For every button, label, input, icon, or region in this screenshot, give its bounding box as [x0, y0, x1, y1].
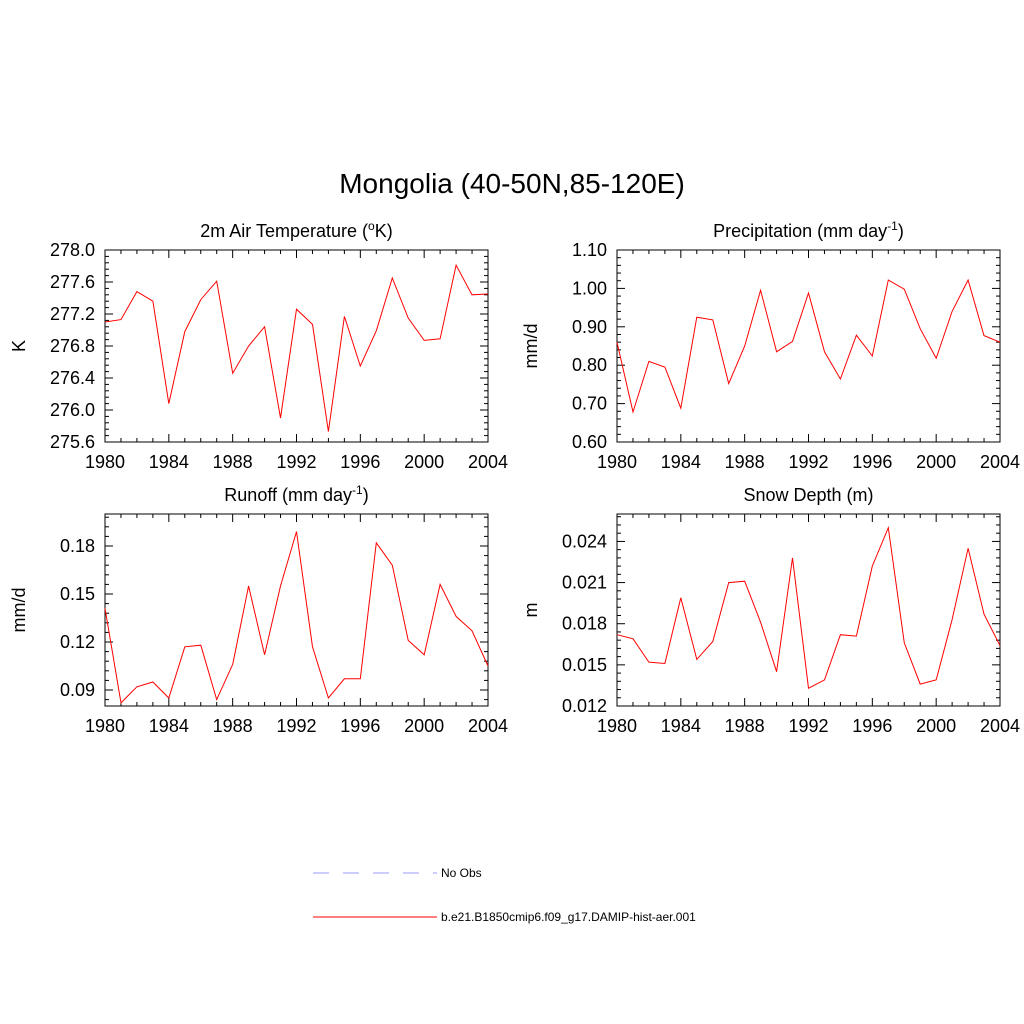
y-axis-label: mm/d — [521, 324, 541, 369]
x-tick-label: 1992 — [276, 716, 316, 736]
legend-item-model: b.e21.B1850cmip6.f09_g17.DAMIP-hist-aer.… — [313, 910, 696, 924]
x-tick-label: 1992 — [788, 452, 828, 472]
y-axis-label: m — [521, 603, 541, 618]
x-tick-label: 1996 — [340, 452, 380, 472]
panel-title: Snow Depth (m) — [743, 485, 873, 505]
x-tick-label: 1988 — [725, 452, 765, 472]
y-tick-label: 0.024 — [562, 531, 607, 551]
chart-panels: 2m Air Temperature (oK) K 1980 1984 1988 1992… — [9, 219, 1020, 736]
x-tick-label: 1992 — [276, 452, 316, 472]
y-axis-label: mm/d — [9, 588, 29, 633]
y-tick-label: 0.015 — [562, 655, 607, 675]
series-line — [104, 263, 489, 432]
x-tick-label: 1980 — [597, 716, 637, 736]
x-tick-label: 2004 — [980, 716, 1020, 736]
x-tick-label: 1996 — [852, 452, 892, 472]
plot-frame — [616, 513, 1001, 707]
legend-label-no-obs: No Obs — [441, 866, 482, 880]
y-tick-label: 0.90 — [572, 317, 607, 337]
x-tick-label: 1984 — [661, 452, 701, 472]
y-tick-label: 275.6 — [50, 432, 95, 452]
y-tick-label: 276.4 — [50, 368, 95, 388]
series-line — [616, 278, 1001, 414]
x-tick-label: 1980 — [85, 452, 125, 472]
y-tick-label: 0.012 — [562, 696, 607, 716]
x-tick-label: 1984 — [149, 716, 189, 736]
panel-runoff: Runoff (mm day-1) mm/d 1980 1984 1988 1992 199… — [9, 483, 508, 736]
x-tick-label: 1996 — [852, 716, 892, 736]
panel-title: Runoff (mm day-1) — [224, 483, 368, 505]
y-tick-label: 1.00 — [572, 278, 607, 298]
x-tick-label: 1988 — [213, 452, 253, 472]
panel-temperature: 2m Air Temperature (oK) K 1980 1984 1988 1992… — [9, 219, 508, 472]
y-tick-label: 1.10 — [572, 240, 607, 260]
x-tick-label: 2000 — [916, 452, 956, 472]
y-tick-label: 0.021 — [562, 573, 607, 593]
series-line — [104, 531, 489, 704]
y-tick-label: 276.8 — [50, 336, 95, 356]
legend-item-no-obs: No Obs — [313, 866, 482, 880]
x-tick-label: 2000 — [916, 716, 956, 736]
y-tick-label: 0.09 — [60, 680, 95, 700]
x-tick-label: 1988 — [213, 716, 253, 736]
figure-title: Mongolia (40-50N,85-120E) — [339, 168, 685, 199]
x-tick-label: 1984 — [661, 716, 701, 736]
y-tick-label: 0.60 — [572, 432, 607, 452]
x-tick-label: 2004 — [468, 452, 508, 472]
panel-precipitation: Precipitation (mm day-1) mm/d 1980 1984 1988… — [521, 219, 1020, 472]
y-tick-label: 276.0 — [50, 400, 95, 420]
y-tick-label: 0.12 — [60, 632, 95, 652]
y-tick-label: 277.2 — [50, 304, 95, 324]
x-tick-label: 1984 — [149, 452, 189, 472]
y-tick-label: 0.70 — [572, 394, 607, 414]
x-tick-label: 1988 — [725, 716, 765, 736]
y-tick-label: 0.80 — [572, 355, 607, 375]
panel-title: Precipitation (mm day-1) — [713, 219, 904, 241]
plot-frame — [104, 513, 489, 707]
x-tick-label: 1980 — [597, 452, 637, 472]
x-tick-label: 2004 — [980, 452, 1020, 472]
x-tick-label: 1992 — [788, 716, 828, 736]
y-tick-label: 0.018 — [562, 614, 607, 634]
y-tick-label: 0.18 — [60, 536, 95, 556]
x-tick-label: 2004 — [468, 716, 508, 736]
panel-title: 2m Air Temperature (oK) — [200, 219, 392, 241]
x-tick-label: 2000 — [404, 452, 444, 472]
panel-snow-depth: Snow Depth (m) m 1980 1984 1988 1992 1996 2000 2… — [521, 485, 1020, 736]
y-tick-label: 277.6 — [50, 272, 95, 292]
legend: No Obs b.e21.B1850cmip6.f09_g17.DAMIP-hi… — [313, 866, 696, 924]
series-line — [616, 525, 1001, 689]
legend-label-model: b.e21.B1850cmip6.f09_g17.DAMIP-hist-aer.… — [441, 910, 696, 924]
x-tick-label: 1996 — [340, 716, 380, 736]
x-tick-label: 1980 — [85, 716, 125, 736]
x-tick-label: 2000 — [404, 716, 444, 736]
y-tick-label: 278.0 — [50, 240, 95, 260]
y-tick-label: 0.15 — [60, 584, 95, 604]
y-axis-label: K — [9, 340, 29, 352]
plot-frame — [104, 249, 489, 443]
plot-frame — [616, 249, 1001, 443]
